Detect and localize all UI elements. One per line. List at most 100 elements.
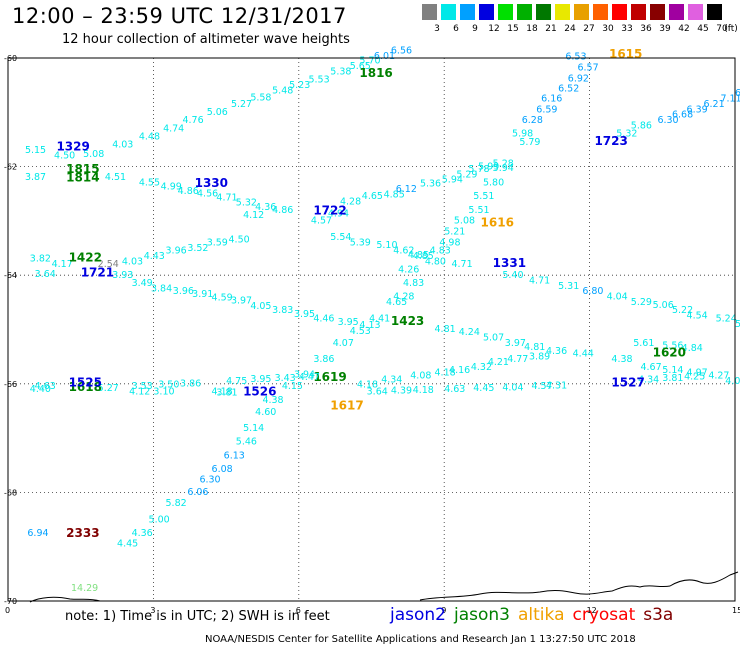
legend-label: 9 — [472, 24, 478, 34]
legend-label: 3 — [434, 24, 440, 34]
pass-time-label: 1620 — [653, 346, 686, 360]
wave-height-value: 5.32 — [616, 129, 637, 140]
wave-height-value: 3.64 — [367, 387, 388, 398]
pass-time-label: 1721 — [81, 265, 114, 279]
wave-height-value: 4.74 — [163, 123, 184, 134]
wave-height-value: 5.22 — [672, 305, 693, 316]
wave-height-value: 4.03 — [122, 256, 143, 267]
wave-height-value: 5.38 — [330, 66, 351, 77]
wave-height-value: 5.40 — [502, 270, 523, 281]
wave-height-value: 4.63 — [35, 381, 56, 392]
wave-height-value: 5.23 — [289, 80, 310, 91]
wave-height-value: 4.63 — [444, 384, 465, 395]
wave-height-value: 5.99 — [478, 161, 499, 172]
legend-label: 45 — [697, 24, 709, 34]
y-tick-label: -66 — [4, 380, 17, 389]
legend-label: 15 — [507, 24, 519, 34]
wave-height-value: 4.04 — [502, 382, 523, 393]
wave-height-value: 5.94 — [493, 163, 514, 174]
wave-height-value: 5.58 — [250, 92, 271, 103]
wave-height-value: 3.95 — [250, 374, 271, 385]
legend-label: 18 — [526, 24, 538, 34]
legend-swatch — [441, 4, 456, 20]
wave-height-value: 4.51 — [105, 172, 126, 183]
x-tick-label: 3 — [150, 606, 155, 615]
wave-height-value: 5.10 — [376, 240, 397, 251]
wave-height-value: 6.53 — [565, 52, 586, 63]
wave-height-value: 6.06 — [187, 487, 208, 498]
legend-swatch — [631, 4, 646, 20]
wave-height-value: 6.68 — [672, 110, 693, 121]
satellite-name-cryosat: cryosat — [572, 605, 636, 625]
wave-height-value: 4.77 — [507, 354, 528, 365]
wave-height-value: 5.06 — [207, 107, 228, 118]
wave-height-value: 4.59 — [212, 293, 233, 304]
legend-label: 21 — [545, 24, 557, 34]
wave-height-value: 4.40 — [30, 384, 51, 395]
wave-height-value: 5.21 — [444, 226, 465, 237]
wave-height-value: 4.18 — [212, 387, 233, 398]
wave-height-value: 3.81 — [216, 388, 237, 399]
pass-time-label: 1722 — [313, 203, 346, 217]
wave-height-value: 4.71 — [451, 259, 472, 270]
wave-height-value: 5.53 — [308, 74, 329, 85]
legend-swatch — [498, 4, 513, 20]
legend-label: 36 — [640, 24, 652, 34]
wave-height-value: 4.81 — [524, 342, 545, 353]
wave-height-value: 6.52 — [558, 84, 579, 95]
legend-label: 70 — [716, 24, 728, 34]
legend-swatch — [517, 4, 532, 20]
pass-time-label: 1527 — [611, 376, 644, 390]
pass-time-label: 1618 — [69, 380, 102, 394]
wave-height-value: 4.97 — [687, 368, 708, 379]
wave-height-value: 5.70 — [359, 55, 380, 66]
wave-height-value: 6.57 — [577, 62, 598, 73]
wave-height-value: 7.11 — [720, 93, 740, 104]
x-tick-label: 0 — [5, 606, 10, 615]
wave-height-value: 3.91 — [192, 289, 213, 300]
legend-label: 42 — [678, 24, 690, 34]
wave-height-labels: 5.15 4.50 5.084.034.484.744.765.065.275.58… — [25, 46, 740, 595]
y-tick-label: -62 — [4, 163, 17, 172]
legend-swatch — [574, 4, 589, 20]
wave-height-value: 4.65 — [386, 297, 407, 308]
wave-height-value: 4.46 — [313, 313, 334, 324]
pass-time-label: 1331 — [493, 256, 526, 270]
x-tick-label: 12 — [587, 606, 597, 615]
x-tick-label: 15 — [732, 606, 740, 615]
wave-height-value: 4.45 — [473, 383, 494, 394]
wave-height-value: 5.36 — [420, 179, 441, 190]
wave-height-value: 4.94 — [328, 209, 349, 220]
wave-height-value: 4.03 — [112, 140, 133, 151]
pass-time-label: 2333 — [66, 526, 99, 540]
legend-label: 6 — [453, 24, 459, 34]
legend-unit: (ft) — [724, 24, 738, 34]
wave-height-value: 4.43 — [144, 251, 165, 262]
pass-time-label: 1617 — [330, 398, 363, 412]
wave-height-value: 4.67 — [640, 362, 661, 373]
wave-height-value: 3.96 — [166, 245, 187, 256]
wave-height-value: 4.85 — [413, 251, 434, 262]
wave-height-value: 6.21 — [703, 99, 724, 110]
wave-height-value: 5.97 — [735, 319, 740, 330]
wave-height-value: 3.50 — [158, 380, 179, 391]
wave-height-value: 4.31 — [546, 381, 567, 392]
legend-swatch — [707, 4, 722, 20]
map-subtitle: 12 hour collection of altimeter wave hei… — [62, 32, 350, 47]
wave-height-value: 4.83 — [403, 278, 424, 289]
wave-height-value: 4.50 — [229, 235, 250, 246]
legend-swatch — [669, 4, 684, 20]
wave-height-value: 5.14 — [243, 423, 264, 434]
wave-height-value: 5.56 — [662, 341, 683, 352]
wave-height-value: 3.49 — [132, 278, 153, 289]
wave-height-value: 6.01 — [374, 51, 395, 62]
wave-height-value: 4.57 — [311, 216, 332, 227]
wave-height-value: 4.36 — [132, 528, 153, 539]
wave-height-value: 3.43 — [275, 373, 296, 384]
wave-height-value: 4.44 — [573, 349, 594, 360]
wave-height-value: 5.78 — [468, 164, 489, 175]
legend-label: 39 — [659, 24, 671, 34]
wave-height-value: 4.36 — [255, 202, 276, 213]
wave-height-value: 14.29 — [71, 583, 98, 594]
wave-height-value: 3.81 — [662, 373, 683, 384]
